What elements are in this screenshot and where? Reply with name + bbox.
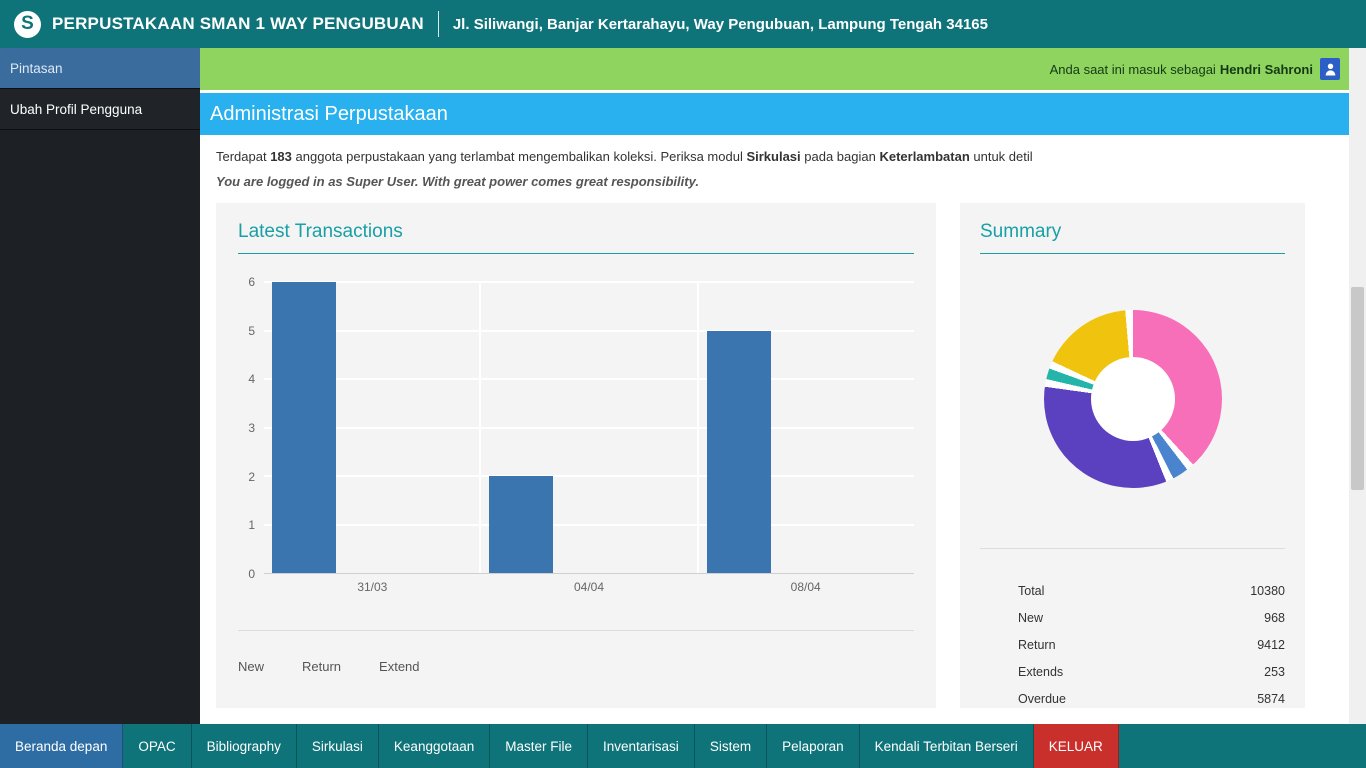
x-tick-label: 08/04 <box>790 580 821 594</box>
latest-transactions-panel: Latest Transactions 0 1 2 3 4 5 6 31/03 04/04 08… <box>216 203 936 708</box>
overdue-notice: Terdapat 183 anggota perpustakaan yang t… <box>216 149 1333 164</box>
bar-new-31/03[interactable] <box>272 282 336 573</box>
overdue-count: 183 <box>270 149 292 164</box>
chart-legend: New Return Extend <box>238 631 914 674</box>
gridline <box>264 378 914 381</box>
y-tick-label: 4 <box>248 372 255 387</box>
gridline <box>264 475 914 478</box>
summary-value: 10380 <box>1250 583 1285 598</box>
module-name-sirkulasi: Sirkulasi <box>746 149 801 164</box>
x-tick-label: 04/04 <box>573 580 605 594</box>
gridline <box>264 426 914 429</box>
sidebar: Pintasan Ubah Profil Pengguna <box>0 48 200 724</box>
chart-column <box>264 282 479 573</box>
dashboard-panels: Latest Transactions 0 1 2 3 4 5 6 31/03 04/04 08… <box>216 203 1333 708</box>
y-tick-label: 2 <box>248 469 255 484</box>
bar-chart-plot <box>264 281 914 574</box>
page-title: Administrasi Perpustakaan <box>210 102 448 125</box>
bar-new-08/04[interactable] <box>706 330 771 573</box>
donut-hole <box>1090 357 1175 441</box>
sidebar-item-pintasan[interactable]: Pintasan <box>0 48 200 89</box>
summary-donut-chart <box>1043 310 1222 488</box>
notice-text: anggota perpustakaan yang terlambat meng… <box>291 149 747 164</box>
notice-text: pada bagian <box>800 149 880 164</box>
summary-row-new: New 968 <box>1018 604 1285 631</box>
legend-divider <box>238 630 914 631</box>
scrollbar-thumb[interactable] <box>1351 287 1364 490</box>
summary-value: 968 <box>1264 610 1285 625</box>
nav-item-sistem[interactable]: Sistem <box>695 724 768 768</box>
vertical-scrollbar[interactable] <box>1349 48 1366 724</box>
y-tick-label: 6 <box>248 275 255 289</box>
nav-item-pelaporan[interactable]: Pelaporan <box>767 724 860 768</box>
dashboard-content: Terdapat 183 anggota perpustakaan yang t… <box>200 135 1349 708</box>
y-tick-label: 3 <box>248 421 255 435</box>
gridline <box>264 523 914 526</box>
summary-row-return: Return 9412 <box>1018 631 1285 658</box>
legend-item-extend[interactable]: Extend <box>379 659 420 674</box>
latest-transactions-title: Latest Transactions <box>238 221 914 254</box>
summary-label: New <box>1018 610 1044 625</box>
user-icon <box>1320 58 1340 80</box>
super-user-quote: You are logged in as Super User. With gr… <box>216 174 699 189</box>
donut-wrap <box>980 254 1285 544</box>
bar-chart-x-labels: 31/03 04/04 08/04 <box>264 574 914 594</box>
y-tick-label: 5 <box>248 323 255 338</box>
summary-title: Summary <box>980 221 1285 254</box>
summary-divider <box>980 548 1285 549</box>
y-tick-label: 0 <box>248 567 255 581</box>
x-tick-label: 31/03 <box>357 580 388 594</box>
summary-label: Return <box>1018 637 1056 652</box>
nav-item-keluar[interactable]: KELUAR <box>1033 724 1119 768</box>
chart-column <box>696 282 914 573</box>
nav-item-inventarisasi[interactable]: Inventarisasi <box>588 724 695 768</box>
nav-item-keanggotaan[interactable]: Keanggotaan <box>379 724 491 768</box>
nav-item-beranda-depan[interactable]: Beranda depan <box>0 724 124 768</box>
summary-label: Overdue <box>1018 691 1066 706</box>
legend-item-return[interactable]: Return <box>302 659 342 674</box>
logged-in-bar: Anda saat ini masuk sebagai Hendri Sahro… <box>200 48 1349 90</box>
app-title: PERPUSTAKAAN SMAN 1 WAY PENGUBUAN <box>52 14 424 33</box>
summary-row-total: Total 10380 <box>1018 577 1285 604</box>
main-area: Anda saat ini masuk sebagai Hendri Sahro… <box>200 48 1349 724</box>
bar-chart-y-axis: 0 1 2 3 4 5 6 <box>238 275 264 581</box>
summary-value: 5874 <box>1257 691 1285 706</box>
nav-item-kendali-terbitan-berseri[interactable]: Kendali Terbitan Berseri <box>860 724 1034 768</box>
library-address: Jl. Siliwangi, Banjar Kertarahayu, Way P… <box>452 15 988 33</box>
gridline <box>264 329 914 332</box>
nav-item-master-file[interactable]: Master File <box>490 724 589 768</box>
app-header: S PERPUSTAKAAN SMAN 1 WAY PENGUBUAN Jl. … <box>0 0 1366 48</box>
bar-chart: 0 1 2 3 4 5 6 <box>238 275 914 581</box>
slims-logo-icon: S <box>14 10 41 38</box>
module-nav: Beranda depan OPAC Bibliography Sirkulas… <box>0 724 1366 768</box>
y-tick-label: 1 <box>248 518 255 533</box>
summary-label: Extends <box>1018 664 1064 679</box>
nav-item-bibliography[interactable]: Bibliography <box>192 724 297 768</box>
summary-row-overdue: Overdue 5874 <box>1018 685 1285 712</box>
logged-in-username: Hendri Sahroni <box>1219 61 1313 77</box>
notice-text: untuk detil <box>969 149 1033 164</box>
page-title-bar: Administrasi Perpustakaan <box>200 93 1349 135</box>
sidebar-item-ubah-profil-pengguna[interactable]: Ubah Profil Pengguna <box>0 89 200 130</box>
summary-panel: Summary Total 10380 New 968 <box>960 203 1305 708</box>
summary-label: Total <box>1018 583 1045 598</box>
header-divider <box>437 11 439 37</box>
summary-value: 253 <box>1264 664 1285 679</box>
chart-column <box>479 282 696 573</box>
section-name-keterlambatan: Keterlambatan <box>879 149 970 164</box>
legend-item-new[interactable]: New <box>238 659 265 674</box>
bar-new-04/04[interactable] <box>489 476 554 573</box>
summary-table: Total 10380 New 968 Return 9412 Extends … <box>980 549 1285 712</box>
gridline <box>264 281 914 283</box>
logged-in-text: Anda saat ini masuk sebagai <box>1049 61 1216 77</box>
summary-value: 9412 <box>1257 637 1285 652</box>
notice-text: Terdapat <box>216 149 271 164</box>
nav-item-sirkulasi[interactable]: Sirkulasi <box>297 724 379 768</box>
nav-item-opac[interactable]: OPAC <box>123 724 192 768</box>
summary-row-extends: Extends 253 <box>1018 658 1285 685</box>
